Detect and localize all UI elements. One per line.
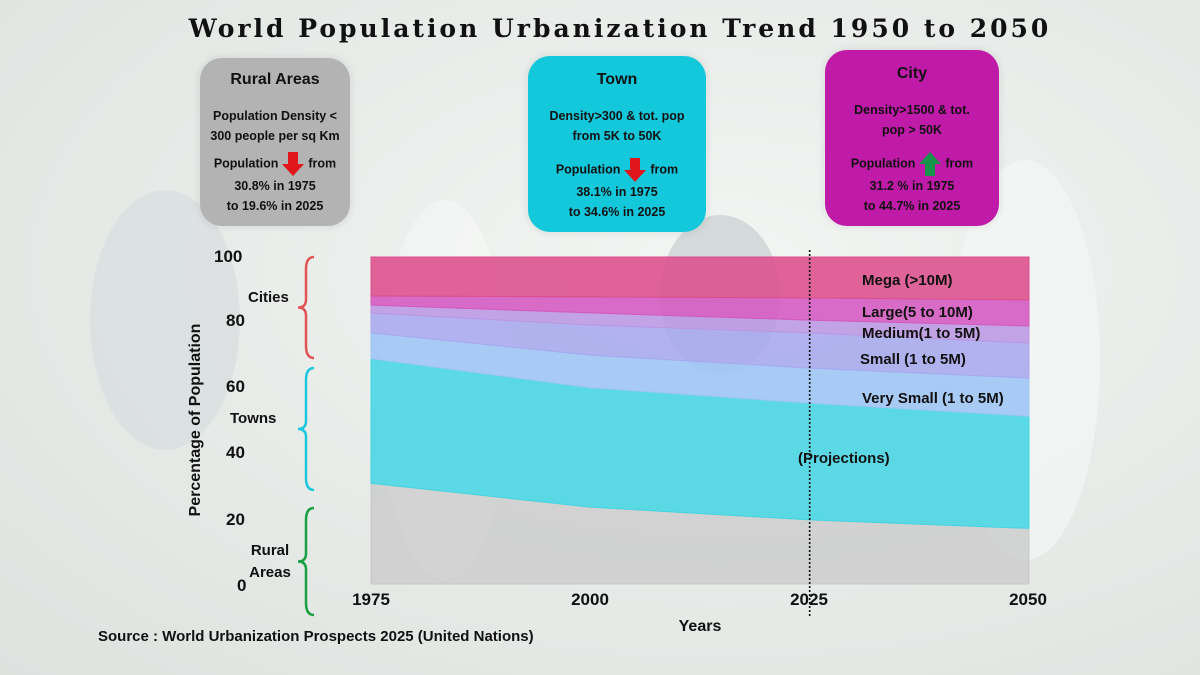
rural-from-label: from	[308, 156, 337, 171]
town-from-label: from	[650, 162, 679, 177]
city-line1: 31.2 % in 1975	[869, 179, 955, 193]
paper-figure-decoration	[90, 190, 240, 450]
y-tick: 0	[237, 576, 247, 595]
group-label-towns: Towns	[230, 410, 277, 427]
series-label-mega: Mega (>10M)	[862, 272, 953, 289]
series-label-large: Large(5 to 10M)	[862, 304, 973, 321]
town-line1: 38.1% in 1975	[576, 185, 658, 199]
y-tick: 60	[226, 377, 245, 396]
x-axis-label: Years	[678, 618, 722, 635]
rural-line1: 30.8% in 1975	[234, 179, 316, 193]
y-tick: 100	[214, 247, 243, 266]
city-from-label: from	[945, 156, 974, 171]
city-line2: to 44.7% in 2025	[863, 199, 961, 213]
rural-box-title: Rural Areas	[230, 71, 320, 88]
series-label-medium: Medium(1 to 5M)	[862, 325, 981, 342]
x-tick: 2025	[790, 590, 828, 609]
projections-label: (Projections)	[798, 450, 890, 467]
city-box-title: City	[896, 65, 928, 82]
arrow-down-icon	[624, 158, 647, 182]
city-info-box: City Density>1500 & tot. pop > 50K Popul…	[825, 50, 999, 226]
rural-box-desc: Population Density < 300 people per sq K…	[210, 109, 340, 143]
brace-cities	[297, 255, 315, 360]
series-label-small: Small (1 to 5M)	[860, 351, 966, 368]
brace-rural-areas	[297, 506, 315, 617]
town-info-box: Town Density>300 & tot. pop from 5K to 5…	[528, 56, 706, 232]
city-box-desc: Density>1500 & tot. pop > 50K	[854, 103, 970, 137]
city-pop-label: Population	[850, 156, 916, 171]
arrow-up-icon	[919, 152, 942, 176]
town-line2: to 34.6% in 2025	[568, 205, 666, 219]
town-box-desc: Density>300 & tot. pop from 5K to 50K	[549, 109, 685, 143]
x-tick: 1975	[352, 590, 390, 609]
source-note: Source : World Urbanization Prospects 20…	[98, 628, 534, 645]
town-box-title: Town	[596, 71, 638, 88]
arrow-down-icon	[282, 152, 305, 176]
y-tick: 20	[226, 510, 245, 529]
brace-towns	[297, 366, 315, 492]
area-mega-10m	[370, 256, 1030, 301]
rural-line2: to 19.6% in 2025	[226, 199, 324, 213]
series-label-very-small: Very Small (1 to 5M)	[862, 390, 1004, 407]
rural-info-box: Rural Areas Population Density < 300 peo…	[200, 58, 350, 226]
x-tick: 2050	[1009, 590, 1047, 609]
y-tick: 80	[226, 311, 245, 330]
group-label-cities: Cities	[248, 289, 289, 306]
town-pop-label: Population	[555, 162, 621, 177]
y-axis-label: Percentage of Population	[187, 323, 204, 517]
chart-title: World Population Urbanization Trend 1950…	[188, 14, 1052, 43]
rural-pop-label: Population	[213, 156, 279, 171]
y-tick: 40	[226, 443, 245, 462]
x-tick: 2000	[571, 590, 609, 609]
group-label-rural: Rural Areas	[249, 542, 291, 581]
